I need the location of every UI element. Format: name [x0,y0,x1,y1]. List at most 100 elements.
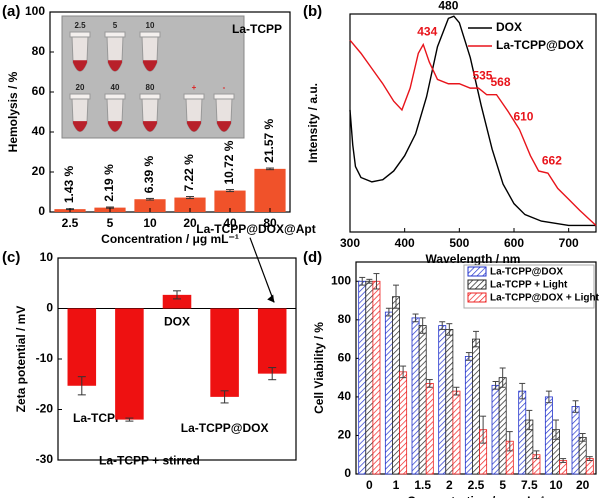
bar [358,280,367,475]
inset-label: 20 [76,83,85,92]
tube-sediment [143,60,157,72]
x-tick-label: 600 [504,236,524,250]
y-tick-label: 60 [32,84,46,98]
peak-label: 568 [490,75,510,89]
legend-label: La-TCPP@DOX + Light [490,293,600,304]
tube-cap [183,93,205,100]
bar [452,390,461,475]
x-tick-label: 1.5 [414,478,431,492]
plot-frame [49,11,291,213]
bar [578,436,587,475]
tube-sediment [187,121,201,132]
legend-label: La-TCPP@DOX [496,38,584,52]
tube-sediment [108,60,122,72]
bar [134,199,166,212]
bar [67,308,97,386]
bar [472,338,480,475]
y-tick-label: 0 [344,466,351,480]
x-tick-label: 80 [263,216,277,230]
category-label: La-TCPP + stirred [99,453,200,467]
bar [498,377,507,475]
value-label: 21.57 % [262,118,276,162]
y-axis-label: Cell Viability / % [312,322,326,414]
inset-label: 40 [111,83,120,92]
tube-sediment [217,121,231,132]
arrow [249,237,275,303]
inset-label: 2.5 [74,21,86,30]
tube-sediment [73,121,87,132]
bar [438,325,447,475]
inset-label: 5 [113,21,118,30]
y-tick-label: 20 [338,428,352,442]
x-tick-label: 1 [393,478,400,492]
inset-label: 10 [146,21,155,30]
peak-label: 662 [542,153,562,167]
bar [174,197,206,212]
x-tick-label: 5 [107,216,114,230]
inset-label: 80 [146,83,155,92]
y-tick-label: 100 [25,4,45,18]
tube-sediment [73,60,87,72]
x-tick-label: 2.5 [62,216,79,230]
bar [518,390,527,475]
tube-sediment [108,121,122,132]
inset-label: - [223,83,226,92]
arrow-head [267,294,275,303]
bar [544,396,553,475]
y-tick-label: 100 [331,273,351,287]
legend-label: La-TCPP + Light [490,280,568,291]
inset-label: + [192,83,197,92]
line [349,15,596,227]
y-tick-label: 20 [32,164,46,178]
legend-swatch [467,279,487,290]
annotation: La-TCPP [232,22,282,36]
y-tick-label: 40 [338,389,352,403]
category-label: DOX [164,315,190,329]
y-axis-label: Intensity / a.u. [306,83,320,163]
legend-swatch [467,292,487,303]
bar [399,371,408,475]
x-tick-label: 10 [549,478,563,492]
bar [257,308,287,374]
tube-cap [69,93,91,100]
x-axis-label: Wavelength / nm [426,252,521,266]
bar [214,190,246,212]
legend-swatch [467,266,487,277]
tube-cap [213,93,235,100]
y-tick-label: -20 [36,402,54,416]
value-label: 7.22 % [182,154,196,192]
x-axis-label: Concentration / μg mL⁻¹ [407,494,545,498]
tube-cap [139,31,161,38]
bar [571,406,580,475]
tube-sediment [143,121,157,132]
y-tick-label: 80 [338,312,352,326]
y-tick-label: 40 [32,124,46,138]
x-tick-label: 500 [449,236,469,250]
bar [491,384,500,475]
x-tick-label: 400 [395,236,415,250]
bar [411,317,420,475]
bar [372,280,381,475]
value-label: 2.19 % [102,164,116,202]
bar [162,294,192,309]
bar [425,383,434,475]
y-axis-label: Zeta potential / mV [14,306,28,413]
x-tick-label: 20 [183,216,197,230]
x-tick-label: 2.5 [468,478,485,492]
peak-label: 610 [513,110,533,124]
bar [418,325,427,475]
panel-label: (b) [303,3,322,20]
tube-cap [104,93,126,100]
x-tick-label: 300 [340,236,360,250]
plot-frame [349,13,597,233]
line [349,39,597,226]
bar [464,356,473,475]
y-axis-label: Hemolysis / % [6,71,20,152]
y-tick-label: -30 [36,452,54,466]
value-label: 6.39 % [142,156,156,194]
bar [210,308,239,397]
x-tick-label: 0 [366,478,373,492]
bar [384,311,393,475]
category-label: La-TCPP@DOX@Apt [196,222,315,236]
